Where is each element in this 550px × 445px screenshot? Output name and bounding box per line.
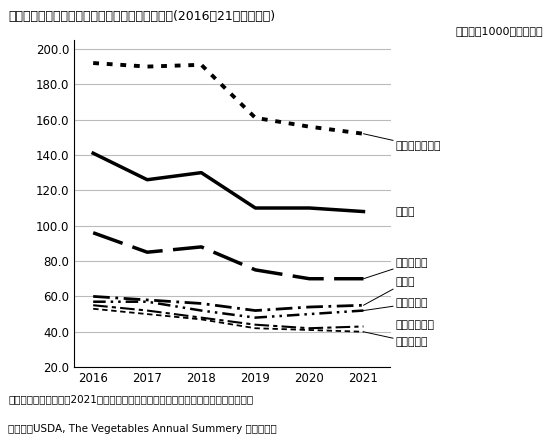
- Text: （資料）USDA, The Vegetables Annual Summery より作成。: （資料）USDA, The Vegetables Annual Summery …: [8, 424, 277, 433]
- Text: （単位：1000エーカー）: （単位：1000エーカー）: [456, 26, 543, 36]
- Text: エンドウ豆: エンドウ豆: [364, 299, 428, 311]
- Text: スイートコーン: スイートコーン: [364, 134, 442, 151]
- Text: （注）「主な野菜」は2021年における米国の収穮面積の上位１位から７位の野菜。: （注）「主な野菜」は2021年における米国の収穮面積の上位１位から７位の野菜。: [8, 394, 254, 404]
- Text: ブロッコリー: ブロッコリー: [396, 320, 435, 330]
- Text: トマト: トマト: [396, 206, 415, 217]
- Text: 結球レタス: 結球レタス: [364, 332, 428, 348]
- Text: 玉ねぎ: 玉ねぎ: [364, 277, 415, 305]
- Text: （表２）米国における主な野菜の収穮面積の推移(2016～21年、注参照): （表２）米国における主な野菜の収穮面積の推移(2016～21年、注参照): [8, 10, 276, 23]
- Text: インゲン豆: インゲン豆: [364, 258, 428, 279]
